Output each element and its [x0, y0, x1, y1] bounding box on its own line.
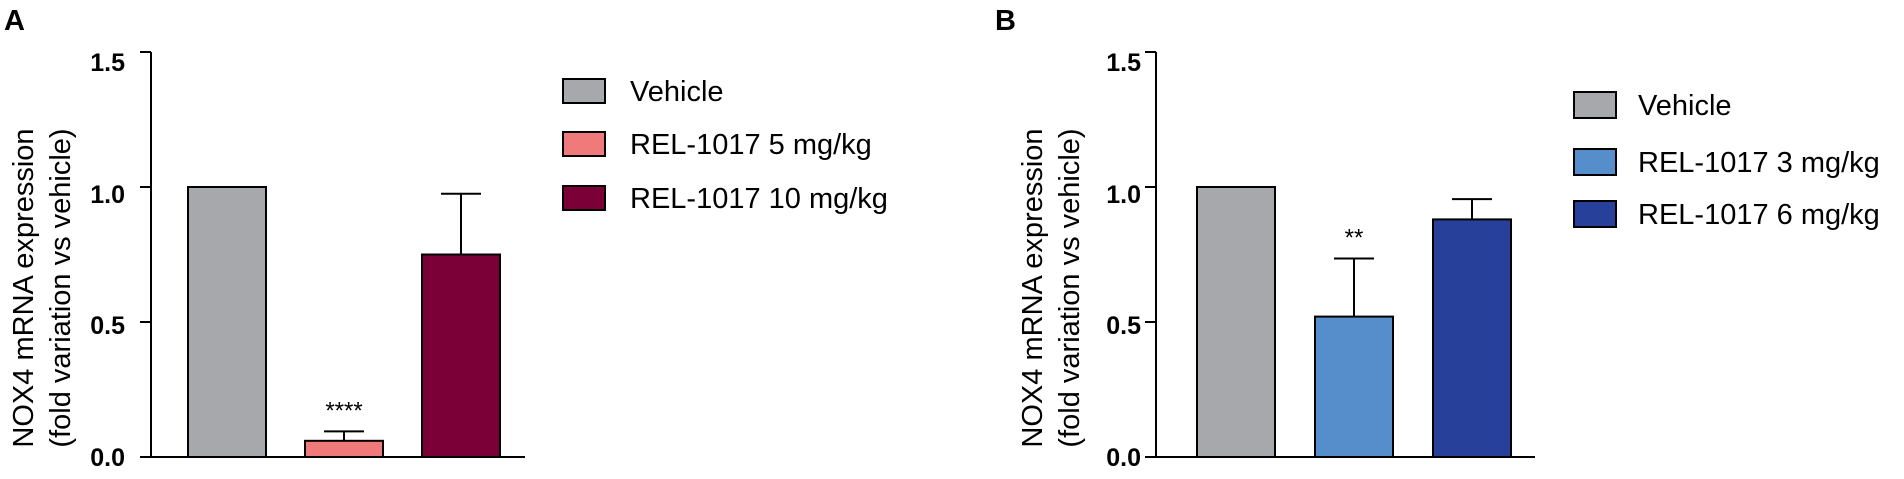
legend-label-a-0: Vehicle — [630, 76, 724, 108]
y-tick-label-b-0: 0.0 — [1106, 444, 1141, 472]
legend-label-a-1: REL-1017 5 mg/kg — [630, 129, 872, 161]
y-tick-label-a-2: 1.0 — [90, 181, 125, 209]
y-tick-label-b-1: 0.5 — [1106, 312, 1141, 340]
y-axis-label-b-line1: NOX4 mRNA expression — [1017, 128, 1049, 447]
y-tick-label-a-0: 0.0 — [90, 444, 125, 472]
bar-a-1 — [304, 439, 384, 458]
legend-label-b-1: REL-1017 3 mg/kg — [1638, 147, 1880, 179]
legend-label-b-0: Vehicle — [1638, 90, 1732, 122]
bar-b-0 — [1196, 186, 1276, 458]
legend-swatch-b-0 — [1573, 91, 1617, 119]
significance-label-b-1: ** — [1345, 225, 1364, 252]
y-tick-label-a-3: 1.5 — [90, 49, 125, 77]
panel-label-a: A — [4, 5, 25, 37]
panel-label-b: B — [995, 5, 1016, 37]
panel-b: B NOX4 mRNA expression (fold variation v… — [995, 5, 1880, 472]
legend-swatch-a-2 — [562, 185, 606, 211]
legend-swatch-a-1 — [562, 131, 606, 157]
bar-b-1 — [1314, 315, 1394, 458]
bar-a-2 — [421, 253, 501, 458]
y-axis-label-a-line1: NOX4 mRNA expression — [8, 128, 40, 447]
y-tick-label-a-1: 0.5 — [90, 312, 125, 340]
bar-b-2 — [1432, 218, 1512, 458]
legend-swatch-b-2 — [1573, 200, 1617, 228]
legend-label-b-2: REL-1017 6 mg/kg — [1638, 199, 1880, 231]
bar-a-0 — [187, 186, 267, 458]
panel-a: A NOX4 mRNA expression (fold variation v… — [4, 5, 888, 472]
legend-swatch-b-1 — [1573, 148, 1617, 176]
y-axis-label-a-line2: (fold variation vs vehicle) — [45, 128, 77, 447]
y-tick-label-b-2: 1.0 — [1106, 181, 1141, 209]
significance-label-a-1: **** — [325, 397, 362, 424]
y-axis-label-b-line2: (fold variation vs vehicle) — [1054, 128, 1086, 447]
legend-swatch-a-0 — [562, 78, 606, 104]
y-tick-label-b-3: 1.5 — [1106, 49, 1141, 77]
legend-label-a-2: REL-1017 10 mg/kg — [630, 183, 888, 215]
